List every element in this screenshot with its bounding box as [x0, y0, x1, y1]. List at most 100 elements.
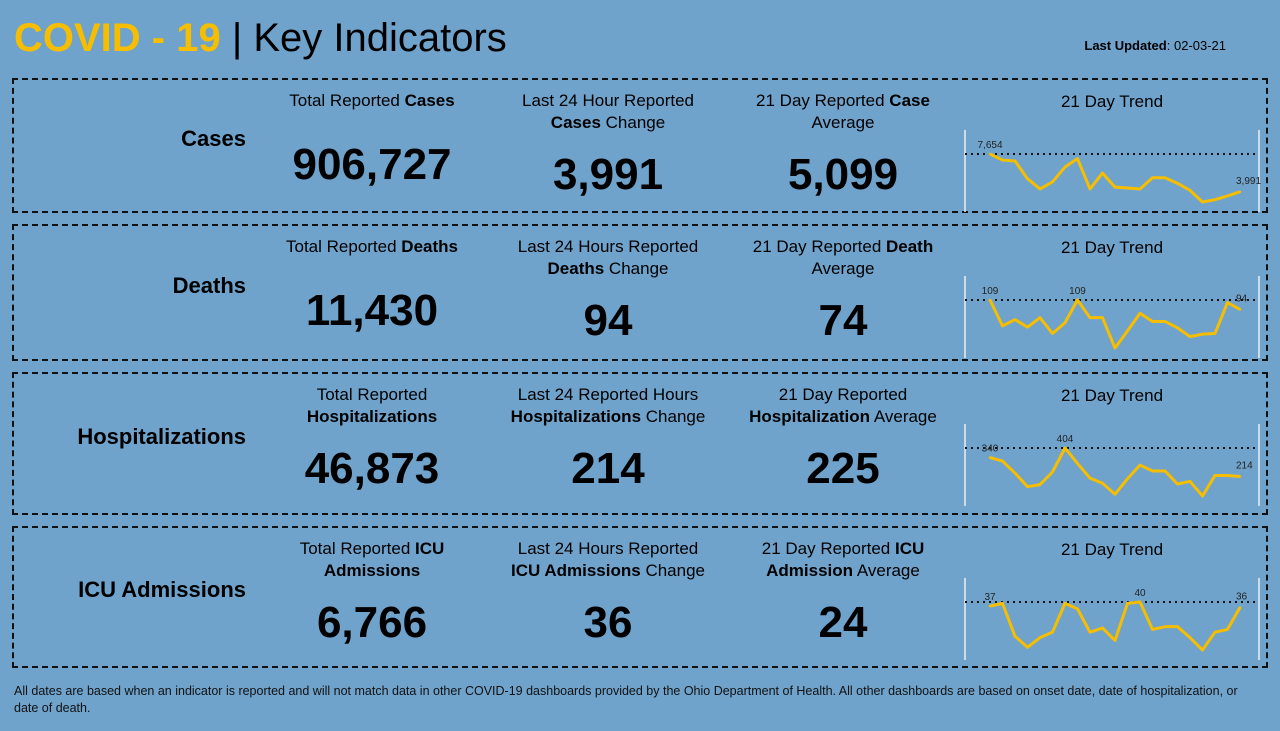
metric-value: 5,099	[787, 150, 899, 199]
trend-point	[1013, 471, 1017, 475]
metric-header-text: 21 Day Reported	[778, 385, 908, 404]
trend-point	[1151, 320, 1154, 323]
metric-0: Total Reported Deaths 11,430	[252, 236, 492, 359]
trend-point	[1026, 325, 1029, 329]
trend-point	[1063, 602, 1067, 605]
trend-point	[1026, 177, 1029, 180]
metric-header-text: Last 24 Hours Reported	[517, 539, 699, 558]
trend-point	[1088, 630, 1092, 634]
metric-header-text: Total Reported	[316, 385, 428, 404]
trend-point	[1013, 159, 1017, 163]
trend-data-label: 36	[1236, 591, 1248, 602]
metric-header-line: Admissions	[252, 560, 492, 582]
metric-header: 21 Day Reported Case Average	[723, 90, 963, 134]
metric-header-bold: Admissions	[323, 561, 421, 580]
metric-0: Total Reported Hospitalizations 46,873	[252, 384, 492, 513]
metric-header: 21 Day Reported Hospitalization Average	[723, 384, 963, 428]
trend-point	[1188, 480, 1192, 483]
trend-data-label: 109	[1069, 286, 1086, 297]
panel-cases: Cases Total Reported Cases 906,727 Last 24 …	[12, 78, 1268, 213]
sparkline: 37 40 36	[964, 578, 1260, 660]
metric-header-text: 21 Day Reported	[756, 91, 890, 110]
metric-header-line: Hospitalizations	[252, 406, 492, 428]
trend-point	[1101, 316, 1104, 319]
metric-value: 225	[806, 444, 880, 493]
trend-point	[1076, 462, 1079, 465]
trend-point	[1113, 639, 1117, 642]
trend-line	[989, 446, 1241, 498]
trend-point	[1063, 446, 1067, 450]
trend-point	[1013, 635, 1017, 638]
metric-header: Total Reported ICU Admissions	[252, 538, 492, 582]
metric-header-bold: ICU	[894, 539, 925, 558]
metric-header-bold: Hospitalizations	[306, 407, 438, 426]
trend-point	[1013, 318, 1017, 321]
trend-point	[1001, 459, 1004, 463]
metric-2: 21 Day Reported Case Average 5,099	[723, 90, 963, 211]
metric-header-text: Total Reported	[289, 91, 405, 110]
metric-header-text: 21 Day Reported	[752, 237, 886, 256]
sparkline: 340 404 214	[964, 424, 1260, 506]
trend-point	[988, 298, 992, 302]
metric-value: 906,727	[292, 140, 452, 189]
trend-point	[1101, 626, 1104, 630]
metric-1: Last 24 Hours Reported ICU Admissions Cha…	[488, 538, 728, 666]
sparkline: 109 109 94	[964, 276, 1260, 358]
trend-line	[988, 298, 1241, 350]
last-updated-value: : 02-03-21	[1166, 38, 1226, 53]
trend-point	[1126, 329, 1129, 333]
panel-deaths: Deaths Total Reported Deaths 11,430 Last 24…	[12, 224, 1268, 361]
trend-data-label: 3,991	[1236, 176, 1261, 187]
sparkline: 7,654 3,991	[964, 130, 1261, 212]
metric-header-bold: ICU Admissions	[510, 561, 641, 580]
trend-point	[1113, 185, 1117, 189]
trend-point	[1038, 483, 1042, 486]
trend-data-label: 40	[1134, 588, 1146, 599]
trend-point	[1113, 493, 1117, 496]
trend-title: 21 Day Trend	[1060, 238, 1164, 257]
metric-header-line: 21 Day Reported	[723, 384, 963, 406]
metric-2: 21 Day Reported Death Average 74	[723, 236, 963, 359]
trend-point	[1201, 200, 1204, 204]
trend-point	[1213, 332, 1217, 335]
trend-point	[1088, 476, 1092, 480]
trend-title: 21 Day Trend	[1060, 386, 1164, 405]
metric-header-bold: Cases	[404, 91, 455, 110]
metric-header-text: Change	[604, 259, 669, 278]
metric-header-line: Total Reported ICU	[252, 538, 492, 560]
metric-header-bold: Death	[886, 237, 934, 256]
metric-value: 36	[583, 598, 633, 647]
metric-header-line: Hospitalization Average	[723, 406, 963, 428]
last-updated-label: Last Updated	[1084, 38, 1167, 53]
footer-note: All dates are based when an indicator is…	[14, 684, 1238, 715]
trend-point	[1213, 474, 1217, 477]
trend-point	[1076, 298, 1079, 302]
metric-header-text: Total Reported	[299, 539, 415, 558]
metric-header-text: Total Reported	[286, 237, 402, 256]
metric-header-line: Deaths Change	[488, 258, 728, 280]
title-separator: |	[220, 16, 254, 60]
metric-header-line: Total Reported	[252, 384, 492, 406]
metric-header-line: Hospitalizations Change	[488, 406, 728, 428]
trend-data-label: 404	[1057, 434, 1074, 445]
metric-2: 21 Day Reported ICU Admission Average 24	[723, 538, 963, 666]
metric-header-text: Average	[870, 407, 937, 426]
metric-header-bold: Deaths	[401, 237, 458, 256]
trend-point	[1038, 187, 1042, 191]
metric-value: 214	[571, 444, 645, 493]
trend-data-label: 340	[982, 444, 999, 455]
metric-header-bold: Hospitalization	[749, 407, 871, 426]
metric-value: 3,991	[552, 150, 664, 199]
trend-point	[1213, 630, 1217, 634]
metric-header-line: 21 Day Reported Case	[723, 90, 963, 112]
trend-point	[1076, 157, 1079, 160]
trend-point	[1238, 190, 1242, 193]
trend-point	[1126, 602, 1129, 605]
trend-point	[1151, 469, 1154, 473]
trend-point	[988, 604, 992, 608]
trend-point	[1088, 187, 1092, 191]
metric-header-bold: Case	[889, 91, 930, 110]
metric-header-text: Change	[600, 113, 666, 132]
trend-data-label: 214	[1236, 461, 1253, 472]
trend-point	[1226, 474, 1229, 477]
